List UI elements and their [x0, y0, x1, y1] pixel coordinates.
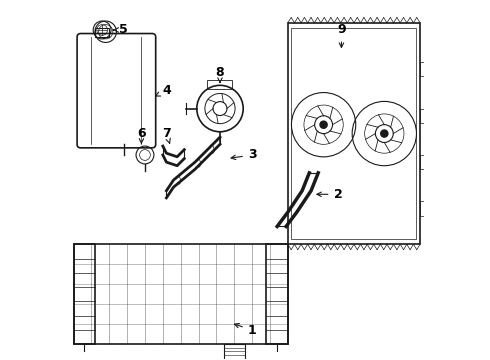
Bar [95, 28, 109, 37]
Text: 8: 8 [216, 66, 224, 82]
Text: 9: 9 [337, 23, 346, 48]
Text: 7: 7 [162, 127, 171, 143]
Bar [223, 344, 245, 360]
Bar [74, 244, 95, 344]
Text: 2: 2 [317, 188, 342, 201]
Circle shape [381, 130, 388, 137]
Text: 6: 6 [137, 127, 146, 143]
Bar [267, 244, 288, 344]
Bar [420, 62, 427, 76]
Bar [420, 202, 427, 216]
Bar [292, 28, 416, 239]
Bar [420, 109, 427, 123]
Bar [207, 80, 232, 89]
Text: 4: 4 [156, 84, 171, 97]
Bar [74, 244, 288, 344]
Bar [288, 23, 420, 244]
Bar [420, 155, 427, 169]
Text: 1: 1 [235, 323, 257, 337]
Text: 5: 5 [114, 23, 128, 36]
Circle shape [320, 121, 327, 128]
Text: 3: 3 [231, 148, 256, 162]
